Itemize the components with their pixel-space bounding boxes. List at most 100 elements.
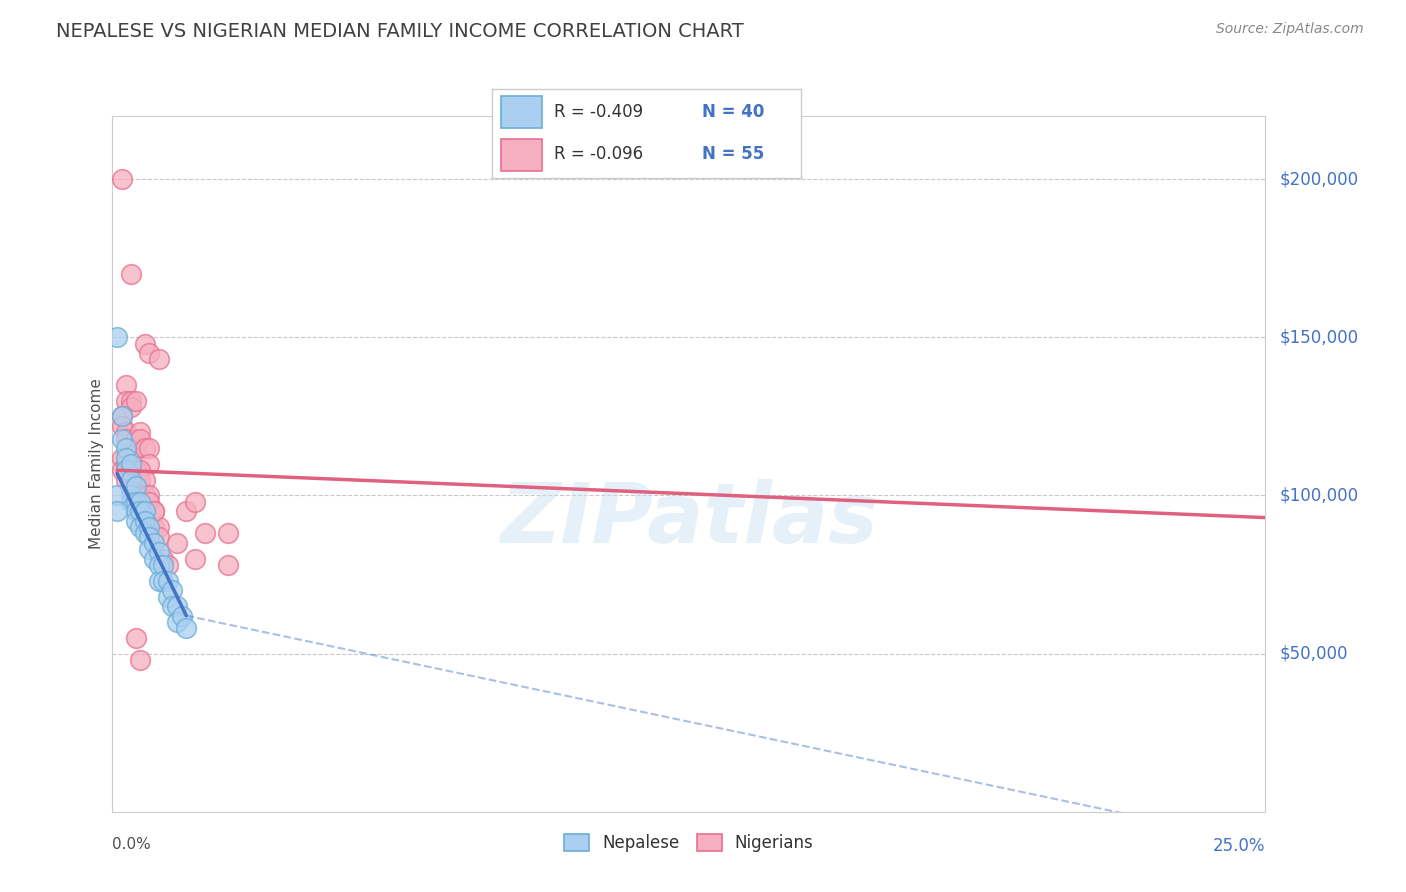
Point [134, 504, 156, 518]
Point [138, 457, 160, 471]
Point [124, 479, 146, 493]
Text: $200,000: $200,000 [1279, 170, 1358, 188]
Point [134, 441, 156, 455]
Point [120, 267, 142, 281]
Point [134, 488, 156, 502]
Point [129, 520, 152, 534]
Point [152, 574, 174, 588]
Point [148, 352, 170, 367]
Point [129, 504, 152, 518]
Point [124, 432, 146, 446]
Point [120, 482, 142, 496]
Point [138, 530, 160, 544]
Point [129, 495, 152, 509]
Point [105, 488, 128, 502]
Point [124, 393, 146, 408]
Point [166, 615, 188, 629]
Point [124, 631, 146, 645]
Point [115, 432, 138, 446]
Text: $50,000: $50,000 [1279, 645, 1348, 663]
Point [174, 504, 197, 518]
Point [162, 599, 184, 614]
Point [120, 400, 142, 414]
Text: $100,000: $100,000 [1279, 486, 1358, 505]
Bar [502, 96, 541, 128]
Point [143, 520, 166, 534]
Point [217, 526, 239, 541]
Text: $150,000: $150,000 [1279, 328, 1358, 346]
Point [124, 488, 146, 502]
Point [111, 432, 134, 446]
Point [111, 172, 134, 186]
Point [170, 608, 193, 623]
Point [105, 504, 128, 518]
Point [134, 473, 156, 487]
Point [115, 441, 138, 455]
Point [124, 504, 146, 518]
Point [115, 457, 138, 471]
Point [115, 463, 138, 477]
Point [134, 514, 156, 528]
Point [105, 330, 128, 344]
Point [129, 432, 152, 446]
Y-axis label: Median Family Income: Median Family Income [89, 378, 104, 549]
Point [138, 542, 160, 557]
Point [156, 574, 179, 588]
Point [111, 450, 134, 465]
Text: Source: ZipAtlas.com: Source: ZipAtlas.com [1216, 22, 1364, 37]
Point [124, 495, 146, 509]
Point [134, 336, 156, 351]
Point [156, 590, 179, 604]
Point [120, 495, 142, 509]
Legend: Nepalese, Nigerians: Nepalese, Nigerians [558, 828, 820, 859]
Point [134, 526, 156, 541]
Point [111, 418, 134, 433]
Point [120, 457, 142, 471]
Point [152, 558, 174, 572]
Point [162, 583, 184, 598]
Point [129, 473, 152, 487]
Point [194, 526, 217, 541]
Point [120, 463, 142, 477]
Point [138, 520, 160, 534]
Point [129, 488, 152, 502]
Point [124, 441, 146, 455]
Text: ZIPatlas: ZIPatlas [501, 479, 877, 560]
Point [166, 599, 188, 614]
Text: 0.0%: 0.0% [112, 837, 152, 852]
Text: 25.0%: 25.0% [1213, 837, 1265, 855]
Point [115, 450, 138, 465]
Point [120, 488, 142, 502]
Point [156, 558, 179, 572]
Text: N = 40: N = 40 [703, 103, 765, 121]
Point [152, 551, 174, 566]
Point [120, 473, 142, 487]
Point [143, 551, 166, 566]
Point [111, 463, 134, 477]
Text: R = -0.096: R = -0.096 [554, 145, 643, 163]
Point [148, 558, 170, 572]
Point [138, 488, 160, 502]
Point [115, 377, 138, 392]
Point [129, 653, 152, 667]
Point [138, 346, 160, 360]
Point [120, 393, 142, 408]
Point [184, 495, 207, 509]
Point [115, 393, 138, 408]
Point [124, 514, 146, 528]
Point [115, 425, 138, 440]
Point [148, 520, 170, 534]
Point [166, 536, 188, 550]
Point [111, 409, 134, 424]
Text: NEPALESE VS NIGERIAN MEDIAN FAMILY INCOME CORRELATION CHART: NEPALESE VS NIGERIAN MEDIAN FAMILY INCOM… [56, 22, 744, 41]
Point [138, 441, 160, 455]
Point [111, 409, 134, 424]
Point [138, 495, 160, 509]
Point [120, 473, 142, 487]
Point [174, 621, 197, 635]
Point [148, 545, 170, 559]
Point [143, 504, 166, 518]
Point [129, 463, 152, 477]
Point [124, 473, 146, 487]
Point [184, 551, 207, 566]
